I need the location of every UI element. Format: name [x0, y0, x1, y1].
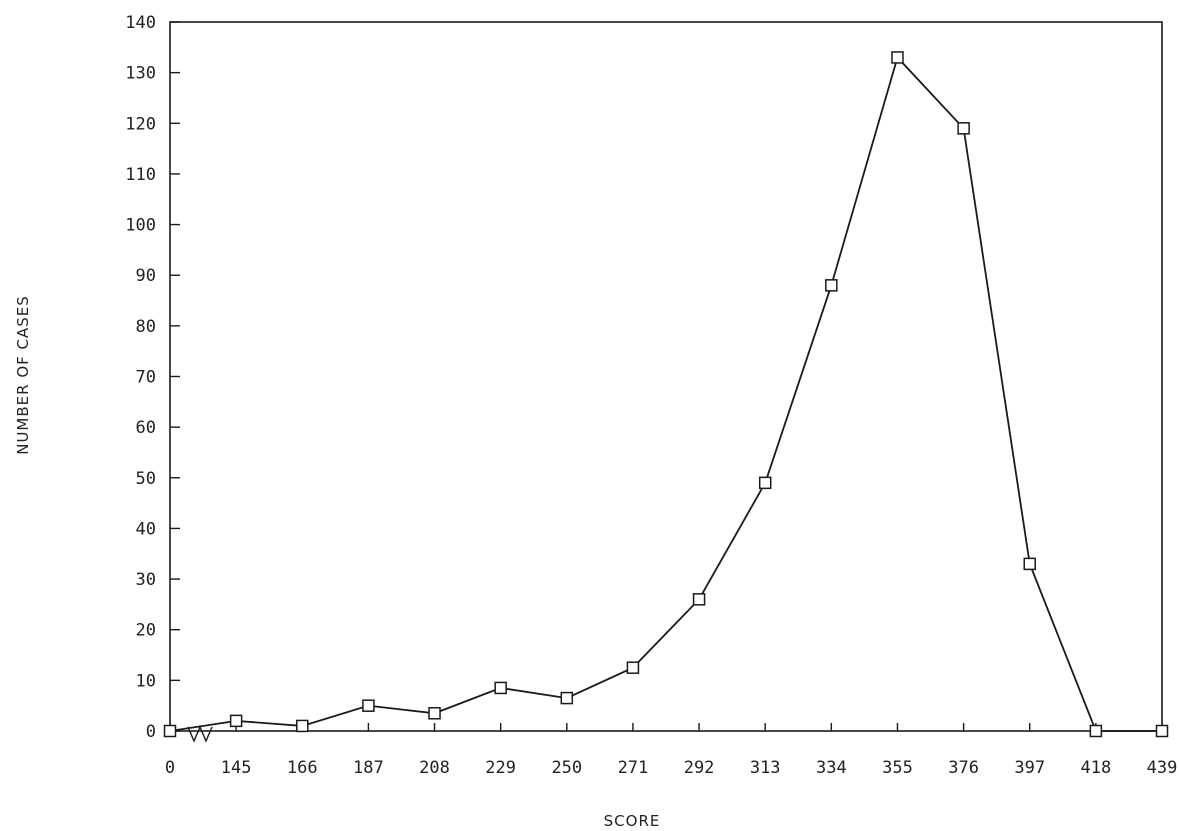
y-tick-label: 80 [136, 317, 156, 337]
data-point-marker [163, 724, 177, 738]
y-tick-label: 50 [136, 469, 156, 489]
x-tick-label: 439 [1147, 758, 1178, 778]
y-tick-label: 20 [136, 621, 156, 641]
plot-border [169, 21, 1163, 732]
x-tick-label: 271 [618, 758, 649, 778]
y-tick-label: 140 [125, 13, 156, 33]
x-tick-label: 313 [750, 758, 781, 778]
y-tick-label: 10 [136, 671, 156, 691]
data-point-marker [494, 681, 507, 695]
data-point-marker [229, 714, 243, 728]
y-tick-label: 100 [125, 216, 156, 236]
x-axis-title: SCORE [604, 812, 661, 830]
x-tick-label: 292 [684, 758, 715, 778]
data-point-marker [428, 707, 441, 720]
x-axis: 0 145 166 187 208 229 250 271 292 313 334 355 376 397… [165, 723, 1177, 778]
x-tick-label: 145 [221, 758, 252, 778]
data-point-marker [1155, 724, 1169, 738]
y-tick-label: 30 [136, 570, 156, 590]
y-tick-label: 110 [125, 165, 156, 185]
data-point-marker [825, 279, 838, 292]
data-point-marker [626, 661, 640, 674]
y-tick-label: 130 [125, 64, 156, 84]
series-line [169, 55, 1162, 732]
data-point-marker [957, 122, 970, 135]
y-tick-label: 40 [136, 519, 156, 539]
x-tick-label: 187 [353, 758, 384, 778]
x-tick-label: 418 [1081, 758, 1112, 778]
data-point-marker [1089, 724, 1103, 738]
data-point-marker [296, 719, 309, 733]
y-tick-label: 90 [136, 266, 156, 286]
x-tick-label: 376 [948, 758, 979, 778]
x-tick-label: 397 [1014, 758, 1045, 778]
data-point-marker [891, 51, 904, 64]
data-series [163, 51, 1169, 738]
x-tick-label: 208 [419, 758, 450, 778]
x-tick-label: 229 [485, 758, 516, 778]
y-tick-label: 70 [136, 368, 156, 388]
data-point-marker [758, 476, 772, 490]
x-tick-label: 166 [287, 758, 318, 778]
axis-break-mark [187, 725, 213, 743]
y-axis: 0 10 20 30 40 50 60 70 80 90 100 110 120 130 140 [125, 13, 180, 742]
y-tick-label: 60 [136, 418, 156, 438]
y-axis-title: NUMBER OF CASES [14, 295, 32, 455]
data-point-marker [1023, 557, 1036, 571]
data-point-marker [560, 691, 574, 705]
y-tick-label: 120 [125, 114, 156, 134]
y-tick-label: 0 [146, 722, 156, 742]
x-tick-label: 355 [882, 758, 913, 778]
data-point-marker [692, 593, 706, 606]
x-tick-label: 334 [816, 758, 847, 778]
plot-frame [169, 21, 1163, 732]
data-point-marker [362, 699, 375, 712]
x-tick-label: 250 [551, 758, 582, 778]
x-tick-label: 0 [165, 758, 175, 778]
